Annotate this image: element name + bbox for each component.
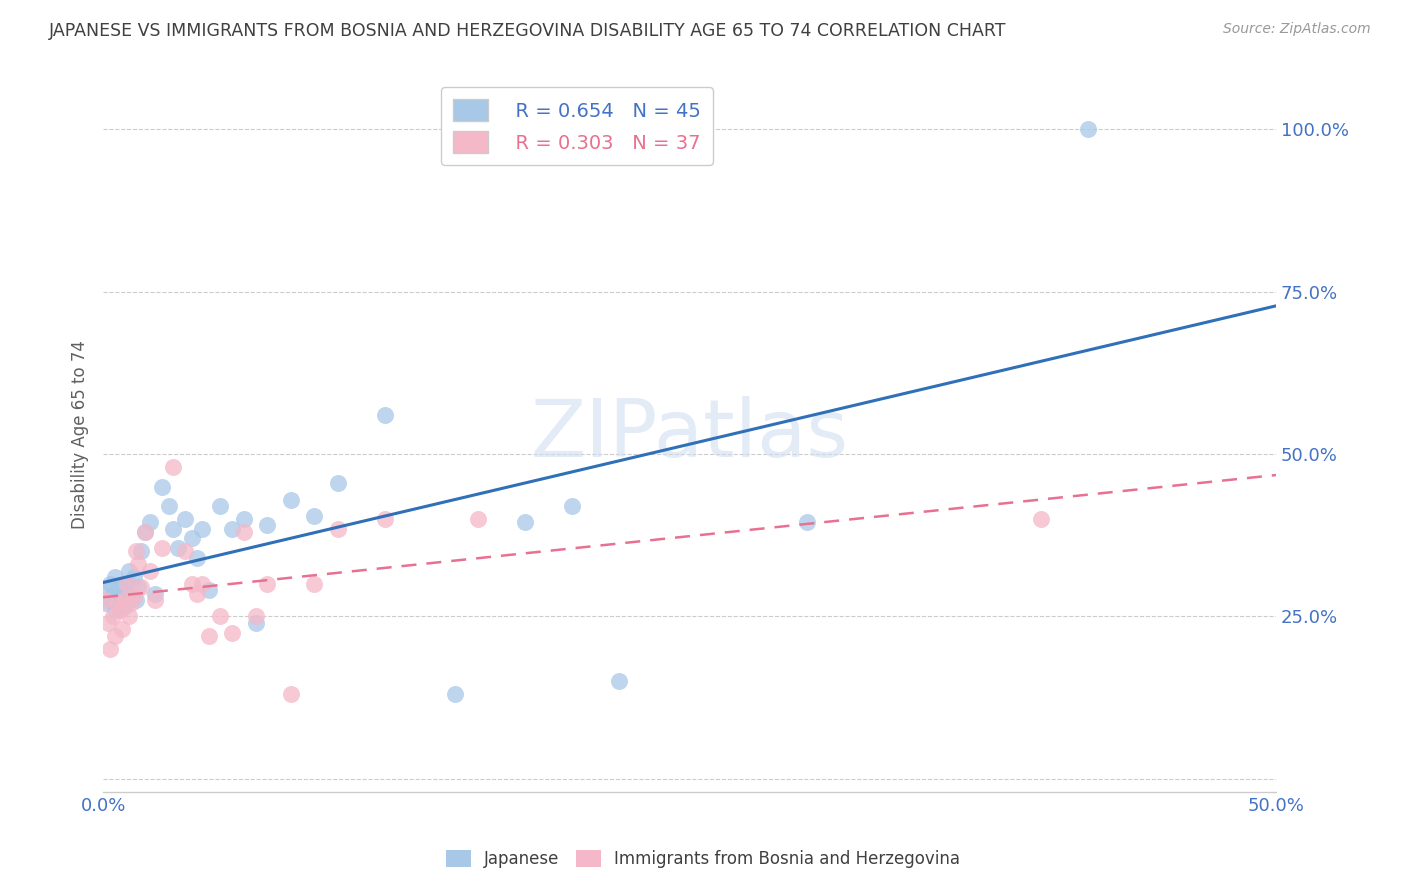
Point	[326, 522, 349, 536]
Point	[120, 596, 142, 610]
Point	[174, 544, 197, 558]
Point	[101, 609, 124, 624]
Point	[122, 570, 145, 584]
Point	[111, 583, 134, 598]
Point	[302, 577, 325, 591]
Point	[150, 479, 173, 493]
Point	[232, 512, 254, 526]
Legend: Japanese, Immigrants from Bosnia and Herzegovina: Japanese, Immigrants from Bosnia and Her…	[439, 843, 967, 875]
Point	[221, 625, 243, 640]
Point	[444, 687, 467, 701]
Point	[796, 515, 818, 529]
Point	[127, 558, 149, 572]
Point	[162, 522, 184, 536]
Point	[280, 492, 302, 507]
Point	[97, 583, 120, 598]
Point	[280, 687, 302, 701]
Point	[134, 524, 156, 539]
Point	[209, 609, 232, 624]
Point	[326, 476, 349, 491]
Point	[209, 499, 232, 513]
Point	[104, 629, 127, 643]
Point	[105, 596, 128, 610]
Point	[122, 590, 145, 604]
Point	[157, 499, 180, 513]
Point	[245, 609, 267, 624]
Point	[302, 508, 325, 523]
Text: Source: ZipAtlas.com: Source: ZipAtlas.com	[1223, 22, 1371, 37]
Point	[112, 593, 135, 607]
Point	[127, 580, 149, 594]
Point	[134, 524, 156, 539]
Point	[129, 544, 152, 558]
Point	[467, 512, 489, 526]
Point	[120, 590, 142, 604]
Point	[186, 550, 208, 565]
Point	[186, 587, 208, 601]
Point	[118, 564, 141, 578]
Point	[125, 544, 148, 558]
Point	[1077, 122, 1099, 136]
Point	[232, 524, 254, 539]
Point	[174, 512, 197, 526]
Point	[245, 615, 267, 630]
Point	[374, 408, 396, 422]
Point	[129, 580, 152, 594]
Point	[125, 593, 148, 607]
Point	[561, 499, 583, 513]
Point	[221, 522, 243, 536]
Legend:   R = 0.654   N = 45,   R = 0.303   N = 37: R = 0.654 N = 45, R = 0.303 N = 37	[441, 87, 713, 165]
Point	[181, 532, 204, 546]
Point	[256, 577, 278, 591]
Point	[94, 593, 117, 607]
Point	[167, 541, 190, 556]
Point	[101, 587, 124, 601]
Point	[1031, 512, 1053, 526]
Point	[115, 577, 138, 591]
Point	[97, 615, 120, 630]
Point	[118, 609, 141, 624]
Y-axis label: Disability Age 65 to 74: Disability Age 65 to 74	[72, 340, 89, 529]
Point	[108, 580, 131, 594]
Point	[374, 512, 396, 526]
Point	[115, 577, 138, 591]
Point	[607, 674, 630, 689]
Point	[181, 577, 204, 591]
Point	[112, 599, 135, 614]
Point	[197, 629, 219, 643]
Point	[108, 603, 131, 617]
Point	[190, 577, 212, 591]
Point	[143, 587, 166, 601]
Point	[139, 515, 162, 529]
Text: ZIPatlas: ZIPatlas	[530, 395, 849, 474]
Point	[98, 577, 121, 591]
Point	[104, 603, 127, 617]
Point	[197, 583, 219, 598]
Point	[104, 570, 127, 584]
Point	[143, 593, 166, 607]
Point	[98, 593, 121, 607]
Point	[105, 590, 128, 604]
Point	[150, 541, 173, 556]
Point	[98, 641, 121, 656]
Point	[162, 460, 184, 475]
Point	[111, 623, 134, 637]
Point	[139, 564, 162, 578]
Text: JAPANESE VS IMMIGRANTS FROM BOSNIA AND HERZEGOVINA DISABILITY AGE 65 TO 74 CORRE: JAPANESE VS IMMIGRANTS FROM BOSNIA AND H…	[49, 22, 1007, 40]
Point	[256, 518, 278, 533]
Point	[94, 596, 117, 610]
Point	[190, 522, 212, 536]
Point	[515, 515, 537, 529]
